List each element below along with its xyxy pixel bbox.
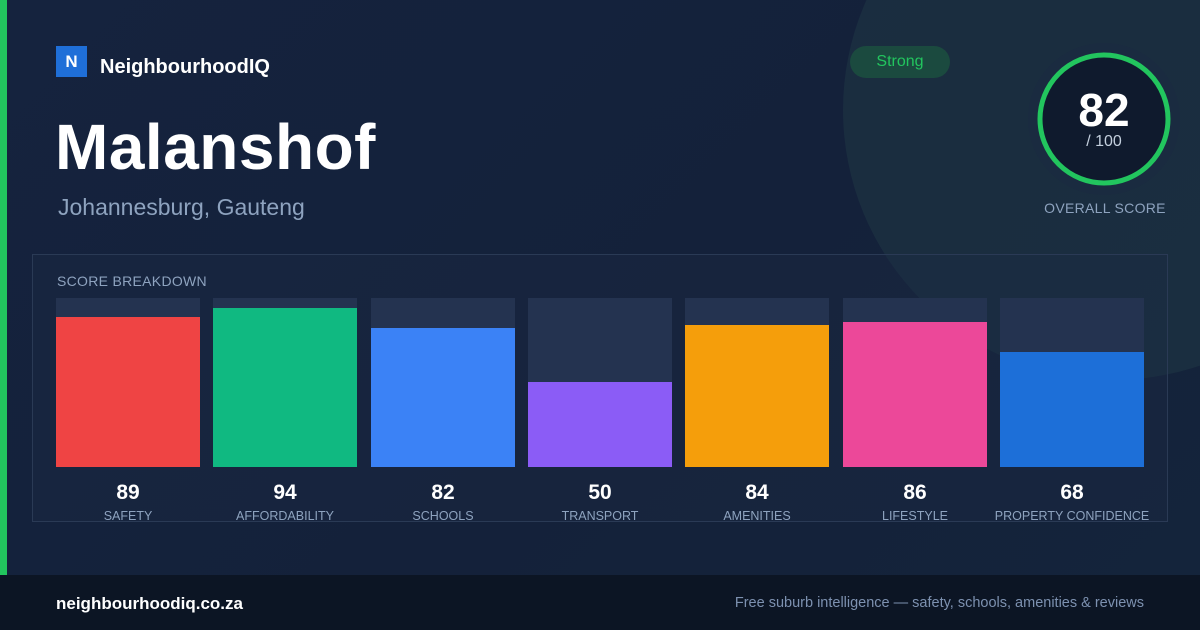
bar-fill [1000,352,1144,467]
bar-track [213,298,357,467]
bar-track [843,298,987,467]
score-bar-transport: 50 TRANSPORT [528,298,672,523]
score-bar-property-confidence: 68 PROPERTY CONFIDENCE [995,298,1149,523]
bar-track [685,298,829,467]
footer-tagline: Free suburb intelligence — safety, schoo… [734,595,1144,611]
bar-fill [685,325,829,467]
bar-value: 68 [1060,481,1084,504]
footer-url: neighbourhoodiq.co.za [56,594,243,613]
bar-fill [843,322,987,467]
bar-value: 86 [903,481,927,504]
brand-name: NeighbourhoodIQ [100,56,270,78]
score-bar-lifestyle: 86 LIFESTYLE [843,298,987,523]
breakdown-label: SCORE BREAKDOWN [57,273,207,289]
overall-score-value: 82 [1078,84,1130,136]
overall-score-caption: OVERALL SCORE [1044,200,1166,216]
bar-label: TRANSPORT [561,509,639,523]
bar-track [371,298,515,467]
bar-value: 50 [588,481,612,504]
score-bar-affordability: 94 AFFORDABILITY [213,298,357,523]
bar-label: SCHOOLS [412,509,474,523]
score-bar-amenities: 84 AMENITIES [685,298,829,523]
rating-badge: Strong [850,46,950,78]
overall-score-ring: 82 / 100 [1028,43,1180,195]
suburb-title: Malanshof [55,111,376,183]
suburb-location: Johannesburg, Gauteng [58,194,305,220]
bar-fill [56,317,200,467]
bar-value: 94 [273,481,297,504]
footer: neighbourhoodiq.co.za Free suburb intell… [0,575,1200,630]
score-breakdown-panel: SCORE BREAKDOWN 89 SAFETY 94 AFFORDABILITY 8… [32,254,1168,523]
overall-score-progress [1037,52,1171,186]
bar-label: AMENITIES [723,509,791,523]
logo-icon: N [56,46,87,77]
accent-bar [0,0,7,575]
bar-label: LIFESTYLE [882,509,948,523]
bar-label: AFFORDABILITY [236,509,334,523]
score-bar-safety: 89 SAFETY [56,298,200,523]
bar-value: 84 [745,481,769,504]
bar-fill [213,308,357,467]
bar-track [528,298,672,467]
bar-track [1000,298,1144,467]
bar-fill [528,382,672,467]
overall-score-max: / 100 [1086,133,1122,150]
bar-label: PROPERTY CONFIDENCE [994,509,1150,523]
bar-label: SAFETY [103,509,153,523]
bar-value: 89 [116,481,140,504]
bar-track [56,298,200,467]
bar-fill [371,328,515,467]
score-bar-schools: 82 SCHOOLS [371,298,515,523]
bar-value: 82 [431,481,455,504]
